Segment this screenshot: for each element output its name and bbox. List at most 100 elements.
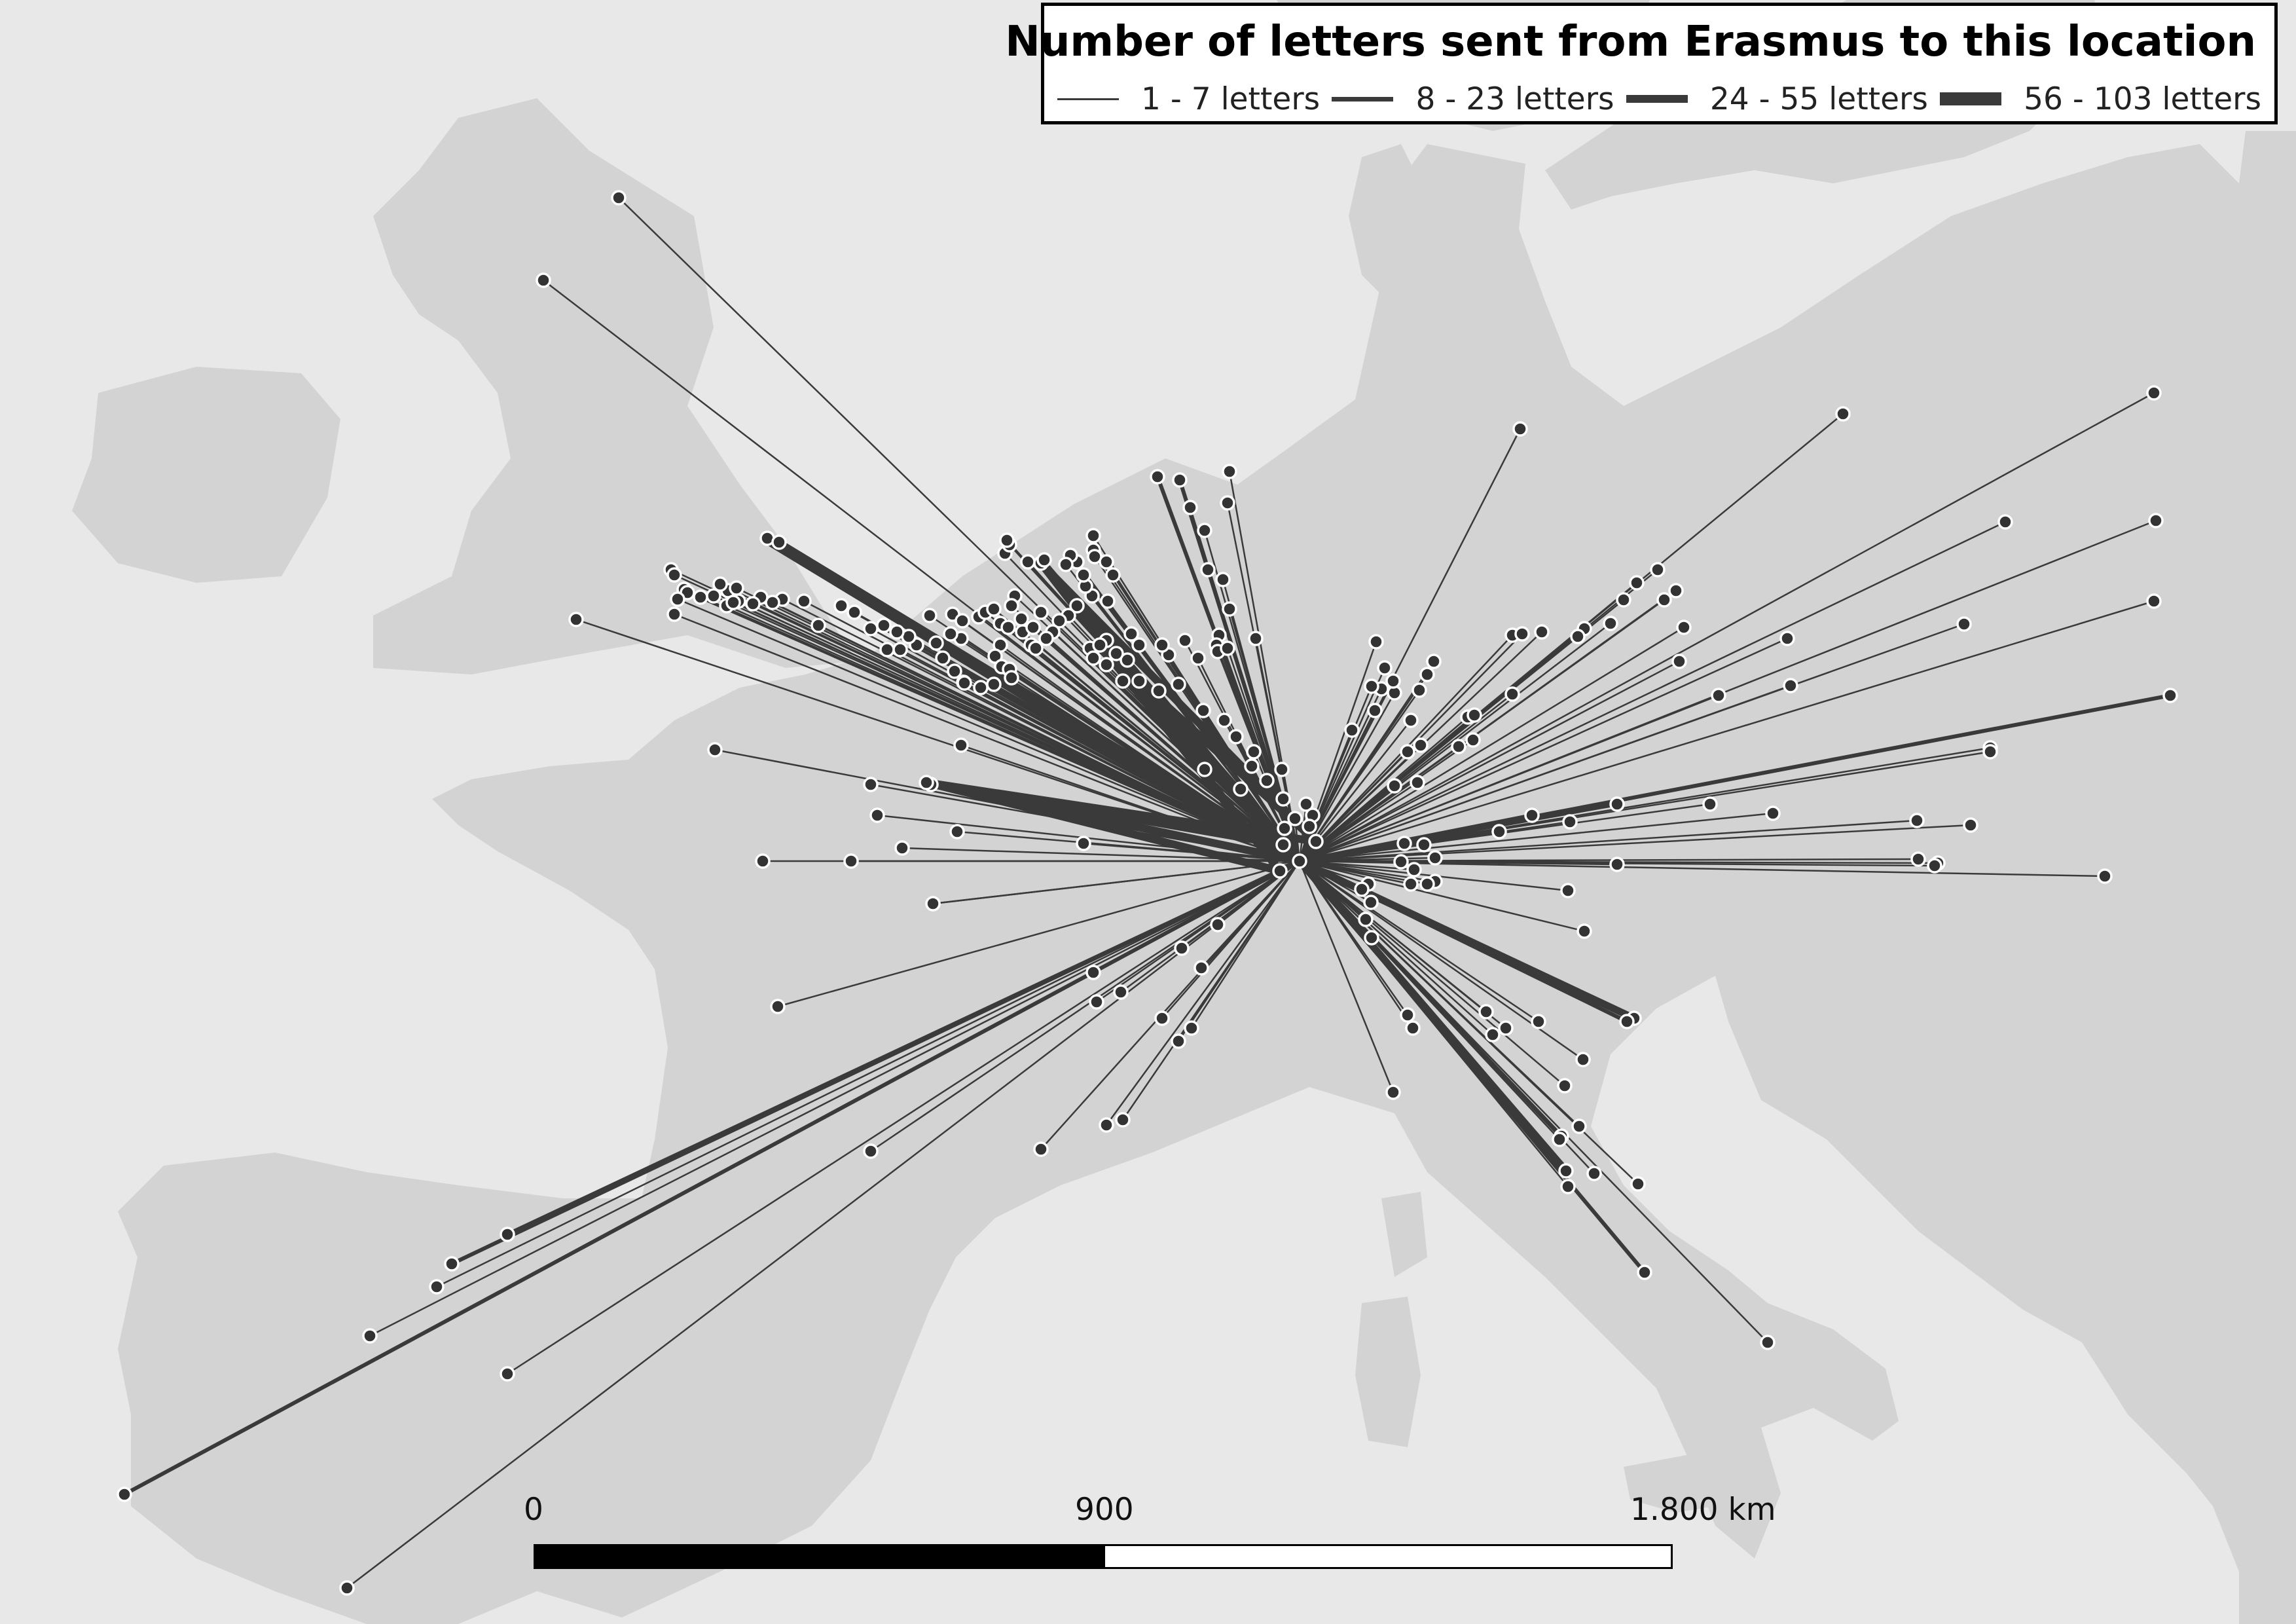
scale-label-900: 900 <box>1075 1492 1134 1528</box>
location-marker <box>1576 923 1592 939</box>
location-marker <box>1228 729 1244 745</box>
scale-label-1800: 1.800 km <box>1630 1492 1776 1528</box>
location-markers <box>117 190 2178 1596</box>
location-marker <box>339 1580 355 1596</box>
letter-route-line <box>1299 392 2155 862</box>
scale-bar-black-segment <box>534 1544 1103 1569</box>
location-marker <box>1275 837 1291 853</box>
letter-route-line <box>1299 860 1402 863</box>
letter-route-line <box>1299 684 1791 862</box>
location-marker <box>1131 673 1147 689</box>
location-marker <box>771 534 787 550</box>
location-marker <box>1702 796 1718 812</box>
location-marker <box>1485 1027 1501 1043</box>
location-marker <box>1765 805 1781 821</box>
location-marker <box>1302 819 1317 834</box>
location-marker <box>1400 1007 1415 1023</box>
location-marker <box>919 775 934 790</box>
location-marker <box>1123 626 1139 642</box>
thick-line-swatch <box>1626 95 1688 103</box>
location-marker <box>863 777 879 792</box>
location-marker <box>1000 619 1016 635</box>
location-marker <box>2097 868 2113 884</box>
scale-label-0: 0 <box>524 1492 543 1528</box>
letter-route-line <box>369 860 1300 1337</box>
location-marker <box>1190 650 1206 666</box>
location-marker <box>1298 796 1314 812</box>
letter-route-line <box>960 744 1300 862</box>
correspondence-lines <box>123 197 2171 1589</box>
location-marker <box>1277 821 1292 836</box>
legend-title: Number of letters sent from Erasmus to t… <box>1005 18 2256 66</box>
location-marker <box>843 853 859 869</box>
legend: Number of letters sent from Erasmus to t… <box>1005 3 2278 124</box>
location-marker <box>1220 495 1235 511</box>
letter-route-line <box>1299 860 1487 1012</box>
location-marker <box>1210 917 1226 932</box>
location-marker <box>796 593 812 609</box>
location-marker <box>869 807 885 823</box>
location-marker <box>1220 640 1235 656</box>
letter-route-line <box>1299 860 1366 920</box>
location-marker <box>1197 762 1212 777</box>
location-marker <box>1504 686 1520 702</box>
letter-route-line <box>1299 694 1719 862</box>
location-marker <box>833 598 849 614</box>
location-marker <box>1562 814 1578 830</box>
location-marker <box>1467 707 1482 723</box>
location-marker <box>725 595 741 610</box>
location-marker <box>1025 619 1041 635</box>
location-marker <box>1154 1010 1170 1026</box>
location-marker <box>2146 593 2162 609</box>
location-marker <box>1154 637 1170 653</box>
letter-route-line <box>870 860 1300 1153</box>
location-marker <box>1108 646 1124 661</box>
location-marker <box>1368 634 1384 650</box>
location-marker <box>1560 883 1576 898</box>
legend-label: 56 - 103 letters <box>2024 81 2261 117</box>
letter-route-line <box>687 591 1300 862</box>
location-marker <box>712 576 728 592</box>
location-marker <box>1410 775 1425 790</box>
denmark-landmass <box>1349 144 1427 295</box>
letter-route-line <box>1121 860 1301 1120</box>
letter-route-line <box>1299 860 1565 1086</box>
location-marker <box>500 1366 515 1382</box>
location-marker <box>1200 562 1216 578</box>
location-marker <box>1609 857 1625 872</box>
location-marker <box>1558 1163 1574 1179</box>
location-marker <box>1671 654 1687 669</box>
letter-route-line <box>1299 600 2155 862</box>
location-marker <box>117 1486 132 1502</box>
location-marker <box>770 999 786 1014</box>
location-marker <box>1354 881 1370 897</box>
britain-landmass <box>373 98 858 674</box>
location-marker <box>1783 678 1798 693</box>
letter-route-line <box>1035 648 1300 862</box>
location-marker <box>1171 1033 1186 1049</box>
location-marker <box>1038 631 1054 646</box>
location-marker <box>1033 604 1049 620</box>
letter-route-line <box>957 830 1300 862</box>
location-marker <box>2162 688 2178 703</box>
location-marker <box>444 1256 460 1272</box>
letter-route-line <box>1032 627 1300 862</box>
location-marker <box>611 190 627 206</box>
location-marker <box>1403 712 1419 728</box>
location-marker <box>1560 1179 1576 1194</box>
location-marker <box>1013 611 1029 627</box>
ireland-landmass <box>72 367 340 583</box>
location-marker <box>1033 1141 1049 1157</box>
legend-item-1-7: 1 - 7 letters <box>1057 81 1320 117</box>
location-marker <box>1413 737 1429 753</box>
location-marker <box>1619 1014 1635 1029</box>
location-marker <box>1419 667 1435 682</box>
location-marker <box>876 618 892 633</box>
location-marker <box>1195 703 1211 718</box>
location-marker <box>568 612 584 627</box>
location-marker <box>1451 739 1467 754</box>
location-marker <box>1069 598 1085 614</box>
location-marker <box>943 626 958 642</box>
letter-route-line <box>1298 661 1435 862</box>
location-marker <box>1058 557 1074 572</box>
